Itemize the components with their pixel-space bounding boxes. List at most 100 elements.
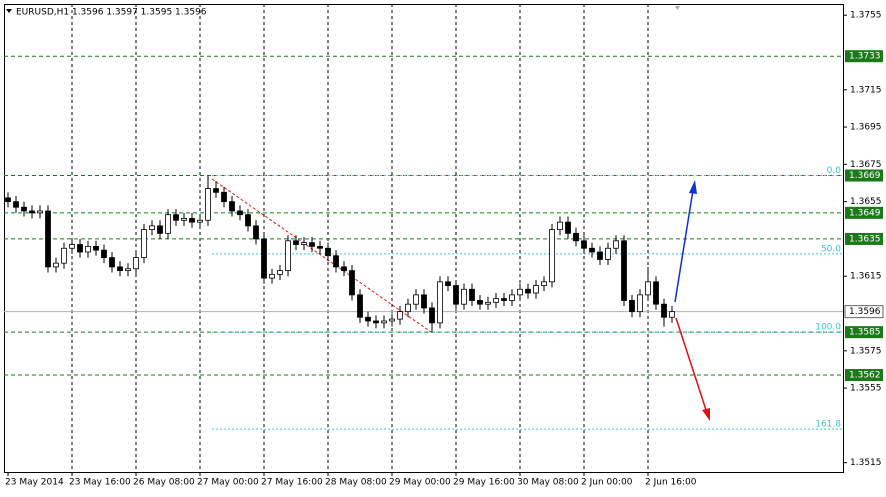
- arrow-shaft: [675, 317, 707, 411]
- x-tick-label: 26 May 08:00: [133, 478, 195, 488]
- y-tick-label: 1.3695: [850, 123, 882, 133]
- up-arrow: [674, 180, 697, 303]
- level-label: 1.3669: [849, 171, 881, 181]
- shift-marker: [675, 6, 680, 10]
- candle-body: [541, 281, 547, 286]
- fib-label: 50.0: [821, 244, 841, 254]
- candle-body: [13, 201, 19, 208]
- candle-body: [61, 247, 67, 264]
- candle-body: [413, 294, 419, 305]
- candle-body: [453, 285, 459, 305]
- candle-body: [661, 303, 667, 318]
- candle-body: [69, 244, 75, 249]
- candle-body: [421, 294, 427, 309]
- candle-body: [637, 294, 643, 313]
- candle-body: [525, 288, 531, 294]
- candle-body: [221, 191, 227, 203]
- candle-body: [565, 221, 571, 234]
- candle-body: [597, 251, 603, 260]
- level-box: [845, 369, 883, 382]
- candle-body: [405, 303, 411, 313]
- candle-body: [645, 281, 651, 296]
- candle-body: [165, 214, 171, 234]
- candle-body: [317, 245, 323, 249]
- x-tick-label: 28 May 08:00: [325, 478, 387, 488]
- candle-body: [557, 221, 563, 231]
- candle-body: [181, 218, 187, 221]
- candle-body: [485, 301, 491, 305]
- candle-body: [669, 311, 675, 318]
- candle-body: [501, 298, 507, 301]
- candle-body: [53, 262, 59, 268]
- y-tick-label: 1.3715: [850, 85, 882, 95]
- candle-body: [109, 257, 115, 268]
- candle-body: [493, 298, 499, 303]
- candle-body: [229, 201, 235, 212]
- candle-body: [237, 210, 243, 216]
- candle-body: [253, 225, 259, 240]
- candle-body: [85, 245, 91, 253]
- candle-body: [437, 281, 443, 324]
- menu-triangle: [6, 9, 12, 13]
- candle-body: [469, 288, 475, 301]
- candle-body: [277, 270, 283, 275]
- candle-body: [261, 238, 267, 279]
- candle-body: [21, 206, 27, 212]
- level-label: 1.3635: [849, 234, 881, 244]
- level-box: [845, 232, 883, 245]
- fib-trendline: [211, 178, 432, 333]
- y-tick-label: 1.3615: [850, 272, 882, 282]
- candle-body: [309, 242, 315, 247]
- x-tick-label: 23 May 16:00: [69, 478, 131, 488]
- candle-body: [365, 316, 371, 322]
- level-box: [845, 169, 883, 182]
- candle-body: [509, 294, 515, 301]
- candle-body: [461, 288, 467, 305]
- level-label: 1.3649: [849, 208, 881, 218]
- candle-body: [149, 225, 155, 231]
- candle-body: [213, 188, 219, 193]
- x-tick-label: 29 May 16:00: [453, 478, 515, 488]
- candle-body: [205, 188, 211, 221]
- candle-body: [477, 300, 483, 305]
- candle-body: [381, 320, 387, 324]
- candle-body: [397, 311, 403, 320]
- y-tick-label: 1.3755: [850, 11, 882, 21]
- candle-body: [189, 218, 195, 223]
- level-label: 1.3733: [849, 52, 881, 62]
- fib-label: 161.8: [815, 420, 841, 430]
- candle-body: [117, 266, 123, 272]
- candle-body: [629, 300, 635, 313]
- candle-body: [589, 247, 595, 253]
- level-box: [845, 50, 883, 63]
- x-tick-label: 27 May 16:00: [261, 478, 323, 488]
- candle-body: [45, 210, 51, 268]
- x-tick-label: 23 May 2014: [5, 478, 64, 488]
- fib-label: 100.0: [815, 323, 841, 333]
- y-tick-label: 1.3675: [850, 160, 882, 170]
- candle-body: [77, 244, 83, 253]
- candle-body: [605, 247, 611, 260]
- candle-body: [373, 320, 379, 324]
- candle-body: [549, 229, 555, 283]
- x-tick-label: 29 May 00:00: [389, 478, 451, 488]
- candle-body: [445, 281, 451, 286]
- level-box: [845, 326, 883, 339]
- candle-body: [245, 214, 251, 227]
- x-tick-label: 2 Jun 16:00: [645, 478, 697, 488]
- x-tick-label: 30 May 08:00: [517, 478, 579, 488]
- candle-body: [357, 294, 363, 318]
- x-tick-label: 2 Jun 00:00: [581, 478, 633, 488]
- arrow-shaft: [674, 189, 694, 303]
- candle-body: [621, 240, 627, 301]
- level-box: [845, 206, 883, 219]
- y-tick-label: 1.3555: [850, 384, 882, 394]
- candle-body: [5, 197, 11, 203]
- candle-body: [197, 219, 203, 223]
- candle-body: [389, 318, 395, 322]
- candle-body: [653, 281, 659, 305]
- current-price-box: [844, 305, 884, 319]
- candle-body: [293, 240, 299, 245]
- candle-body: [29, 210, 35, 214]
